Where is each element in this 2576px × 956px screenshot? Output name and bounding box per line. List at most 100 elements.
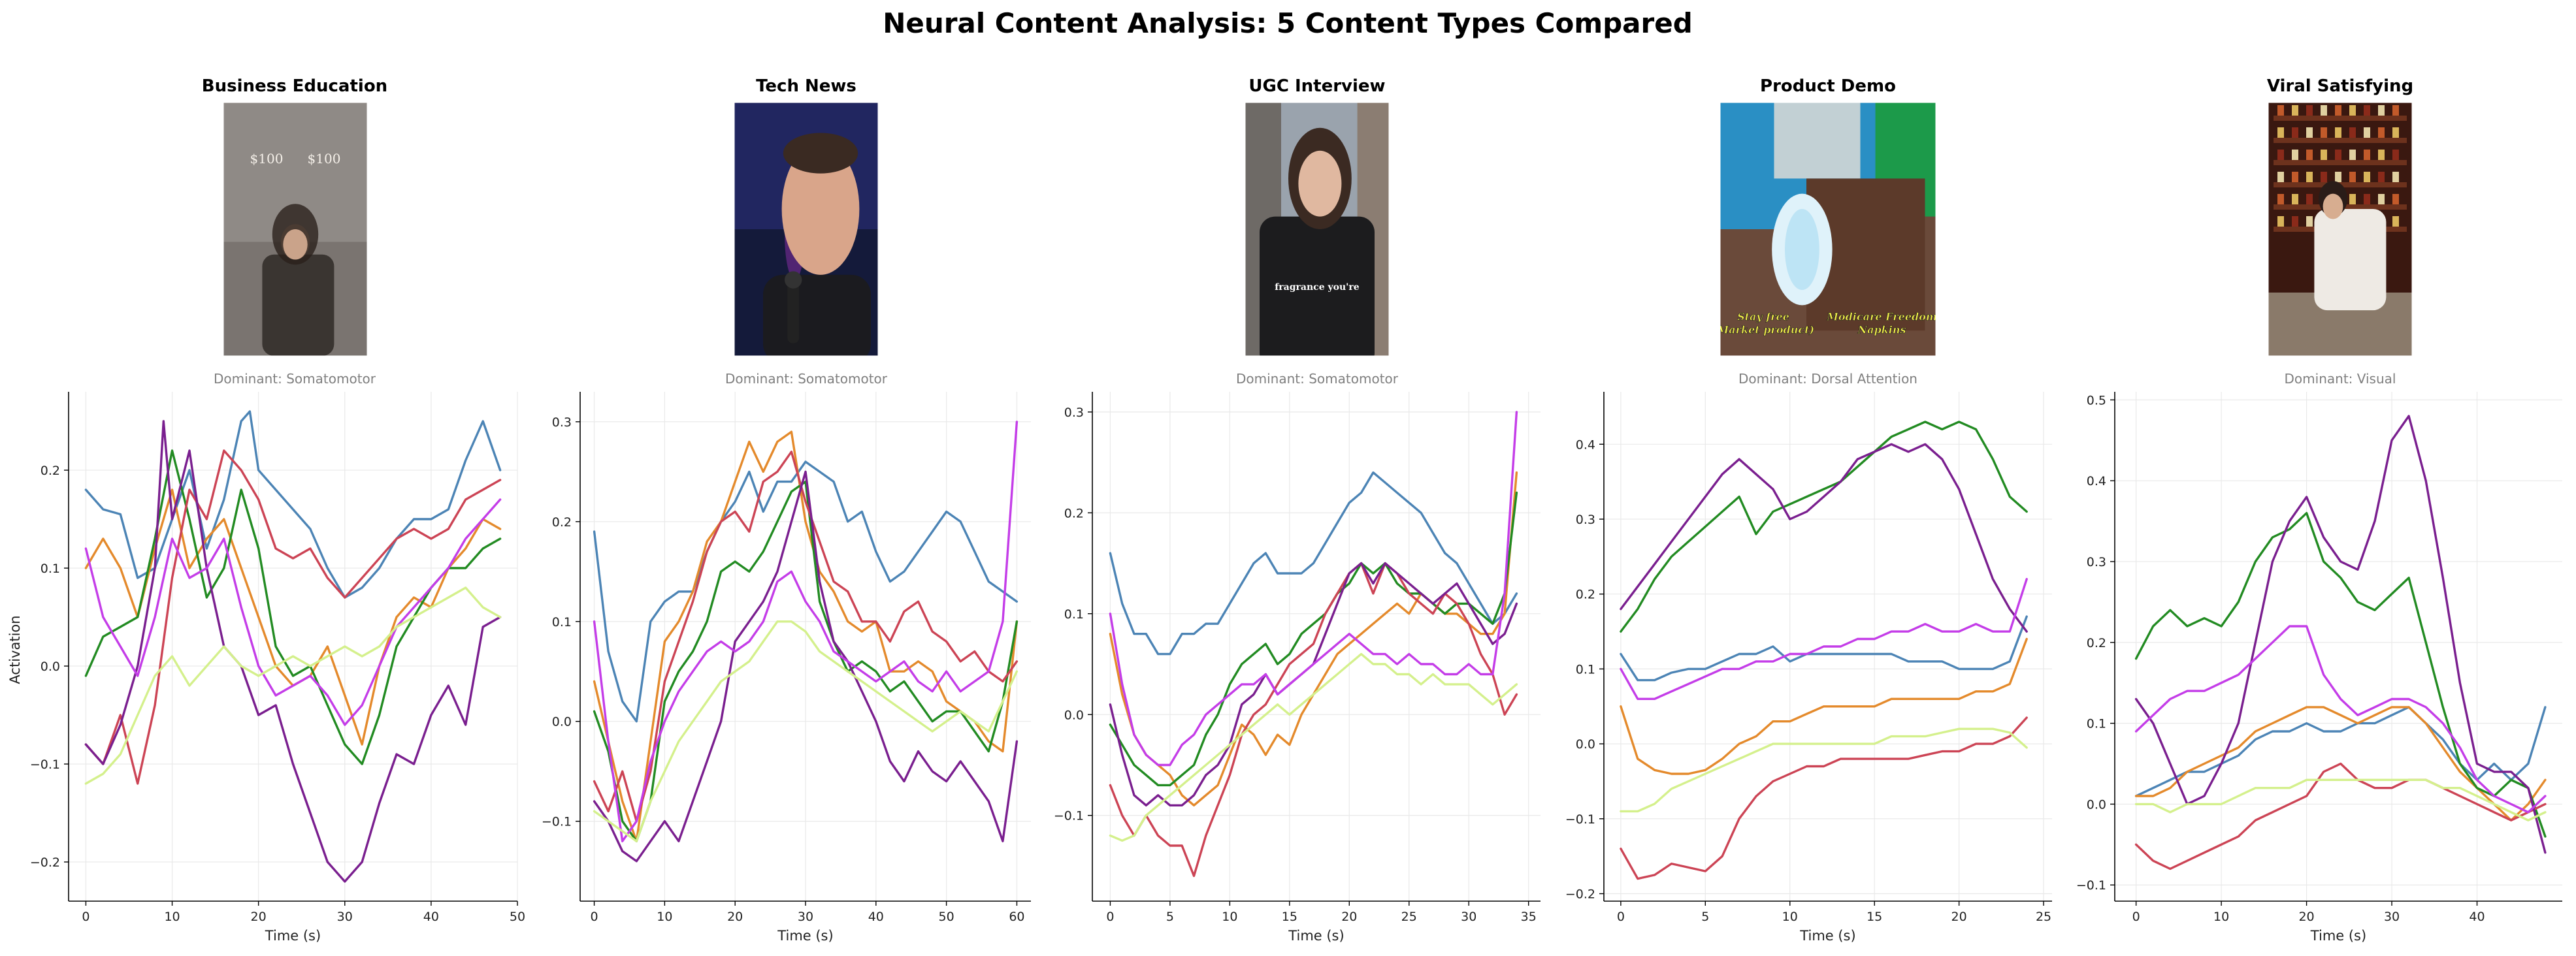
panel-2: Tech News Dominant: Somatomotor 0 10 20 30 40 5… [542,76,1031,944]
y-tick-label: 0.0 [1576,737,1595,752]
series-line-6 [2134,625,2547,814]
y-tick-label: 0.1 [2087,717,2106,731]
y-tick-label: 0.1 [552,615,572,629]
panel-title: UGC Interview [1248,76,1385,96]
thumbnail-caption: $100 [308,151,341,167]
video-thumbnail [2268,102,2413,357]
panel-1: Business Education $100 $100 Dominant: Soma… [30,76,525,944]
x-tick-label: 40 [868,910,884,924]
y-tick-label: 0.0 [552,715,572,729]
panel-title: Viral Satisfying [2267,76,2413,96]
thumbnail-caption: fragrance you're [1275,282,1360,293]
series-line-1 [2134,706,2547,797]
x-tick-label: 5 [1701,910,1709,924]
x-tick-label: 5 [1166,910,1174,924]
series-line-3 [1109,491,1518,787]
y-tick-label: 0.0 [2087,797,2106,812]
x-tick-label: 25 [1401,910,1417,924]
x-tick-label: 10 [164,910,180,924]
thumbnail-caption-line: Modicare Freedom [1826,311,1937,323]
panels-container: Business Education $100 $100 Dominant: Soma… [30,76,2562,944]
thumbnail-caption: $100 [250,151,284,167]
x-tick-label: 20 [2298,910,2314,924]
y-tick-label: −0.2 [30,855,60,870]
dominant-network-label: Dominant: Visual [2285,371,2396,387]
series-line-5 [1620,443,2028,633]
series-line-7 [593,620,1019,842]
series-line-5 [84,420,502,883]
x-tick-label: 10 [1782,910,1798,924]
panel-4: Product Demo Stay free(Market product) Mod… [1565,76,2052,944]
x-tick-label: 50 [510,910,525,924]
series-line-4 [1620,716,2028,880]
y-tick-label: 0.2 [1064,506,1084,520]
series-line-3 [1620,421,2028,633]
x-tick-label: 60 [1009,910,1024,924]
x-axis-label: Time (s) [1288,928,1344,944]
x-axis-label: Time (s) [1799,928,1855,944]
series-line-1 [1620,615,2028,682]
series-line-7 [1109,652,1518,842]
series-line-4 [593,451,1019,823]
y-tick-label: 0.2 [552,515,572,530]
series-line-4 [84,449,502,785]
x-tick-label: 20 [727,910,743,924]
series-line-5 [593,470,1019,863]
x-tick-label: 15 [1867,910,1882,924]
series-line-6 [593,421,1019,842]
series-line-2 [84,488,502,746]
x-tick-label: 0 [591,910,598,924]
x-tick-label: 20 [1951,910,1967,924]
y-tick-label: 0.4 [2087,474,2106,488]
x-tick-label: 20 [1341,910,1357,924]
series-line-2 [1109,471,1518,806]
series-line-4 [1109,562,1518,878]
video-thumbnail [734,102,879,357]
x-tick-label: 50 [939,910,954,924]
x-tick-label: 0 [2132,910,2140,924]
series-line-4 [2134,762,2547,870]
x-axis-label: Time (s) [777,928,833,944]
series-line-7 [2134,778,2547,821]
y-tick-label: 0.3 [2087,555,2106,569]
y-tick-label: 0.1 [1576,662,1595,677]
y-tick-label: −0.1 [1565,812,1595,827]
dominant-network-label: Dominant: Somatomotor [1236,371,1399,387]
x-tick-label: 10 [1222,910,1237,924]
panel-title: Product Demo [1760,76,1896,96]
series-line-5 [2134,415,2547,854]
series-line-1 [84,410,502,599]
y-tick-label: 0.1 [41,562,60,576]
dominant-network-label: Dominant: Dorsal Attention [1738,371,1917,387]
x-tick-label: 10 [657,910,672,924]
y-tick-label: 0.5 [2087,393,2106,407]
thumbnail-caption-line: (Market product) [1712,324,1814,336]
line-chart: 0 10 20 30 40 −0.1 0.0 0.1 0.2 0.3 0.4 0.5 Time (s) [2076,392,2562,944]
series-line-1 [593,460,1019,723]
series-line-1 [1109,471,1518,656]
thumbnail-caption-line: Stay free [1737,311,1789,323]
x-tick-label: 30 [2384,910,2400,924]
y-tick-label: 0.2 [2087,636,2106,650]
panel-title: Business Education [202,76,387,96]
panel-5: Viral Satisfying Dominant: Visual 0 10 20 30 4… [2076,76,2562,944]
x-tick-label: 25 [2036,910,2051,924]
y-tick-label: 0.0 [1064,708,1084,722]
x-tick-label: 10 [2213,910,2229,924]
video-thumbnail: fragrance you're [1245,102,1390,357]
x-axis-label: Time (s) [265,928,321,944]
y-tick-label: 0.3 [1576,513,1595,527]
y-tick-label: 0.2 [1576,588,1595,602]
y-tick-label: −0.2 [1565,887,1595,902]
series-line-6 [1620,578,2028,700]
y-tick-label: 0.1 [1064,607,1084,622]
panel-3: UGC Interview fragrance you're Dominant: S… [1054,76,1541,944]
series-line-6 [1109,411,1518,767]
video-thumbnail: Stay free(Market product) Modicare Freedo… [1712,102,1937,357]
series-line-3 [593,480,1019,842]
x-tick-label: 35 [1521,910,1537,924]
line-chart: 0 10 20 30 40 50 60 −0.1 0.0 0.1 0.2 0.3 Time (s) [542,392,1031,944]
line-chart: 0 10 20 30 40 50 −0.2 −0.1 0.0 0.1 0.2 Time (s) [30,392,525,944]
dominant-network-label: Dominant: Somatomotor [214,371,376,387]
x-tick-label: 15 [1282,910,1297,924]
